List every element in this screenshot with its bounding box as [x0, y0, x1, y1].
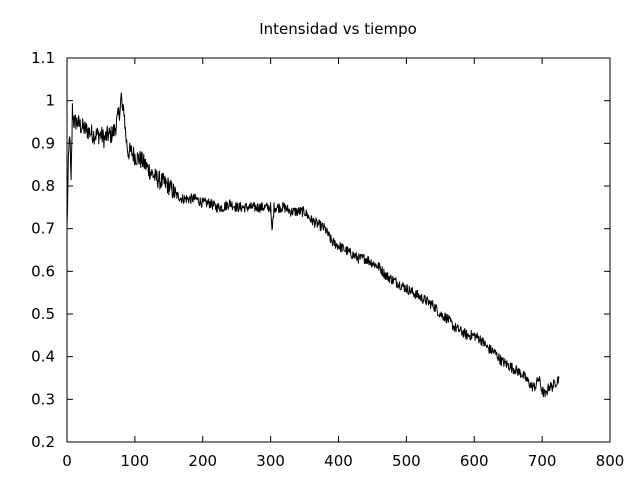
x-tick-label: 800 [596, 452, 625, 470]
x-tick-label: 500 [392, 452, 421, 470]
x-tick-label: 100 [121, 452, 150, 470]
series-layer [66, 92, 560, 398]
y-tick-label: 1.1 [31, 49, 55, 67]
x-tick-label: 600 [460, 452, 489, 470]
x-tick-label: 400 [324, 452, 353, 470]
x-tick-label: 0 [62, 452, 72, 470]
x-tick-label: 300 [256, 452, 285, 470]
y-tick-label: 0.5 [31, 305, 55, 323]
y-tick-label: 0.4 [31, 348, 55, 366]
y-tick-label: 0.9 [31, 134, 55, 152]
y-tick-label: 1 [45, 92, 55, 110]
y-tick-label: 0.8 [31, 177, 55, 195]
series-line [66, 92, 560, 398]
axis-ticks [66, 57, 611, 443]
axis-tick-labels: 0 100 200 300 400 500 600 700 800 0.2 0.3 0.4 0.5 0.6… [31, 49, 624, 470]
y-tick-label: 0.7 [31, 220, 55, 238]
y-tick-label: 0.6 [31, 262, 55, 280]
chart-title: Intensidad vs tiempo [259, 20, 417, 38]
y-tick-label: 0.2 [31, 433, 55, 451]
y-tick-label: 0.3 [31, 390, 55, 408]
x-tick-label: 700 [528, 452, 557, 470]
x-tick-label: 200 [188, 452, 217, 470]
